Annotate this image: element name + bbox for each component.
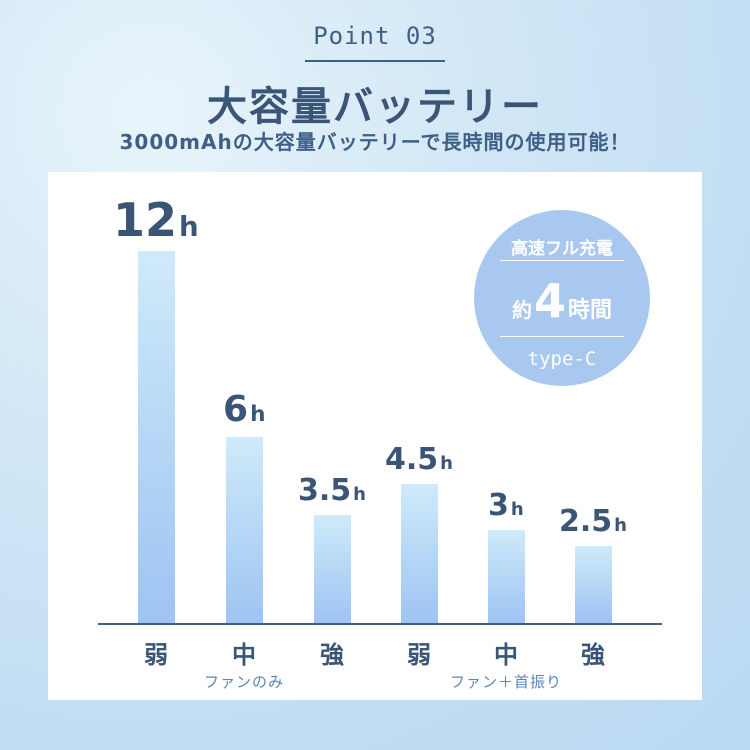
bar-value-label-3: 3.5 h — [298, 473, 366, 508]
bar-value-label-1: 12 h — [113, 193, 199, 247]
bar-value-unit: h — [614, 514, 627, 536]
badge-bottom-text: type-C — [527, 348, 597, 370]
category-label-5: 中 — [494, 641, 518, 669]
bar-3 — [313, 514, 351, 623]
bar-value-label-6: 2.5 h — [559, 504, 627, 539]
bar-value-unit: h — [353, 483, 366, 505]
bar-value-number: 4.5 — [385, 441, 439, 477]
category-label-1: 弱 — [144, 641, 168, 669]
bar-value-unit: h — [179, 210, 199, 243]
bar-value-number: 2.5 — [559, 503, 613, 539]
badge-divider-top — [500, 260, 624, 261]
bar-5 — [487, 530, 525, 623]
bar-value-number: 3.5 — [298, 472, 352, 508]
badge-number: 4 — [533, 274, 566, 328]
category-label-3: 強 — [320, 641, 344, 669]
badge-suffix: 時間 — [568, 298, 613, 323]
bar-value-number: 12 — [113, 193, 178, 247]
bar-6 — [574, 545, 612, 623]
category-label-6: 強 — [581, 641, 605, 669]
category-label-4: 弱 — [407, 641, 431, 669]
page-subtitle: 3000mAhの大容量バッテリーで長時間の使用可能！ — [119, 130, 631, 154]
page-title: 大容量バッテリー — [207, 84, 543, 130]
charge-badge: 高速フル充電 約 4 時間 type-C — [474, 210, 650, 386]
bar-4 — [400, 483, 438, 623]
category-label-2: 中 — [232, 641, 256, 669]
bar-value-unit: h — [250, 402, 266, 427]
badge-prefix: 約 — [511, 298, 532, 322]
badge-top-text: 高速フル充電 — [511, 239, 613, 259]
bar-1 — [137, 251, 175, 623]
bar-2 — [225, 437, 263, 623]
bar-value-number: 3 — [488, 488, 509, 523]
bar-value-number: 6 — [223, 389, 249, 430]
point-label: Point 03 — [313, 22, 437, 50]
badge-divider-bottom — [500, 336, 624, 337]
x-axis-line — [98, 623, 662, 625]
group-label-2: ファン＋首振り — [449, 673, 562, 691]
badge-charge-time: 約 4 時間 — [474, 278, 650, 324]
bar-value-unit: h — [440, 452, 453, 474]
bar-value-label-4: 4.5 h — [385, 442, 453, 477]
point-underline — [305, 60, 445, 62]
group-label-1: ファンのみ — [203, 673, 284, 691]
bar-value-unit: h — [510, 499, 524, 520]
